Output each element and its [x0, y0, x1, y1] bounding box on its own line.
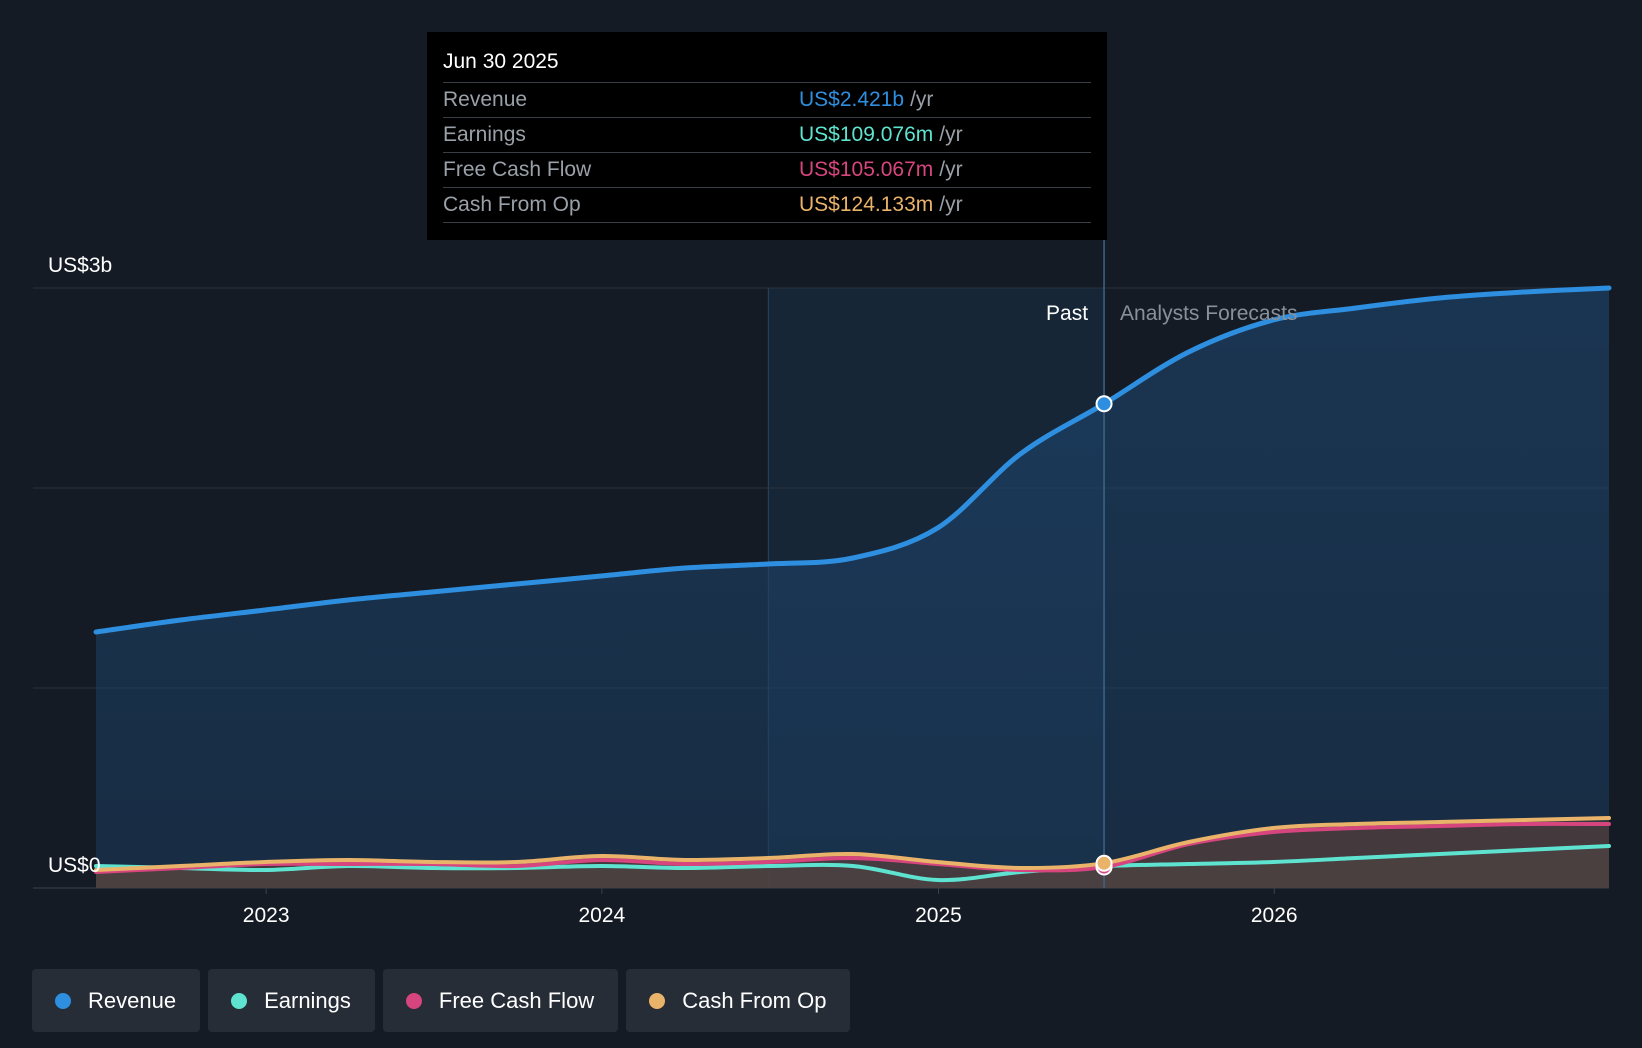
marker-revenue [1095, 395, 1113, 413]
tooltip-row-label: Earnings [443, 123, 526, 146]
legend-item-free-cash-flow[interactable]: Free Cash Flow [382, 969, 619, 1032]
tooltip-row: Free Cash Flow US$105.067m/yr [443, 153, 1091, 188]
tooltip-row-unit: /yr [939, 158, 963, 181]
series-line-earnings [94, 844, 1611, 883]
series-area-free-cash-flow [96, 823, 1609, 888]
legend: Revenue Earnings Free Cash Flow Cash From O… [32, 969, 851, 1032]
past-label: Past [1046, 302, 1088, 325]
x-tick-label: 2026 [1251, 904, 1298, 927]
tooltip-row-unit: /yr [910, 88, 934, 111]
legend-dot-icon [649, 992, 666, 1009]
hover-markers [1095, 395, 1113, 876]
series-line-revenue [93, 285, 1612, 635]
y-tick-label: US$3b [48, 254, 112, 277]
tooltip-row-label: Cash From Op [443, 193, 581, 216]
legend-label: Free Cash Flow [438, 987, 595, 1013]
x-tick-label: 2024 [579, 904, 626, 927]
y-axis-labels: US$3b US$0 [48, 254, 112, 877]
tooltip-row: Earnings US$109.076m/yr [443, 118, 1091, 153]
tooltip-row: Cash From Op US$124.133m/yr [443, 188, 1091, 223]
legend-label: Revenue [88, 987, 177, 1013]
tooltip-row-label: Free Cash Flow [443, 158, 592, 181]
tooltip-row-value: US$124.133m [799, 193, 934, 216]
legend-dot-icon [55, 992, 71, 1009]
x-axis-ticks: 2023 2024 2025 2026 [243, 888, 1298, 927]
legend-label: Earnings [264, 987, 351, 1013]
legend-dot-icon [405, 992, 422, 1009]
x-tick-label: 2025 [915, 904, 962, 927]
series-line-free-cash-flow [94, 821, 1611, 874]
legend-dot-icon [231, 992, 248, 1009]
x-tick-label: 2023 [243, 904, 290, 927]
legend-item-cash-from-op[interactable]: Cash From Op [626, 969, 851, 1032]
series-area-revenue [96, 288, 1609, 888]
tooltip-row-value: US$105.067m [799, 158, 934, 181]
tooltip-row: Revenue US$2.421b/yr [443, 83, 1091, 118]
tooltip-rows: Revenue US$2.421b/yr Earnings US$109.076m/y… [443, 83, 1091, 223]
legend-item-earnings[interactable]: Earnings [208, 969, 375, 1032]
y-tick-label: US$0 [48, 854, 101, 877]
tooltip-date: Jun 30 2025 [443, 46, 1091, 83]
series-line-cash-from-op [94, 816, 1611, 872]
series-areas [96, 288, 1609, 888]
legend-item-revenue[interactable]: Revenue [32, 969, 201, 1032]
tooltip-row-unit: /yr [939, 123, 963, 146]
tooltip-panel: Jun 30 2025 Revenue US$2.421b/yr Earnings U… [427, 32, 1107, 240]
legend-label: Cash From Op [682, 987, 827, 1013]
tooltip-row-value: US$2.421b [799, 88, 905, 111]
marker-cash-from-op [1095, 854, 1113, 872]
tooltip-row-unit: /yr [939, 193, 963, 216]
forecast-label: Analysts Forecasts [1120, 302, 1297, 325]
tooltip-row-value: US$109.076m [799, 123, 934, 146]
tooltip-row-label: Revenue [443, 88, 528, 111]
series-lines [93, 285, 1612, 883]
